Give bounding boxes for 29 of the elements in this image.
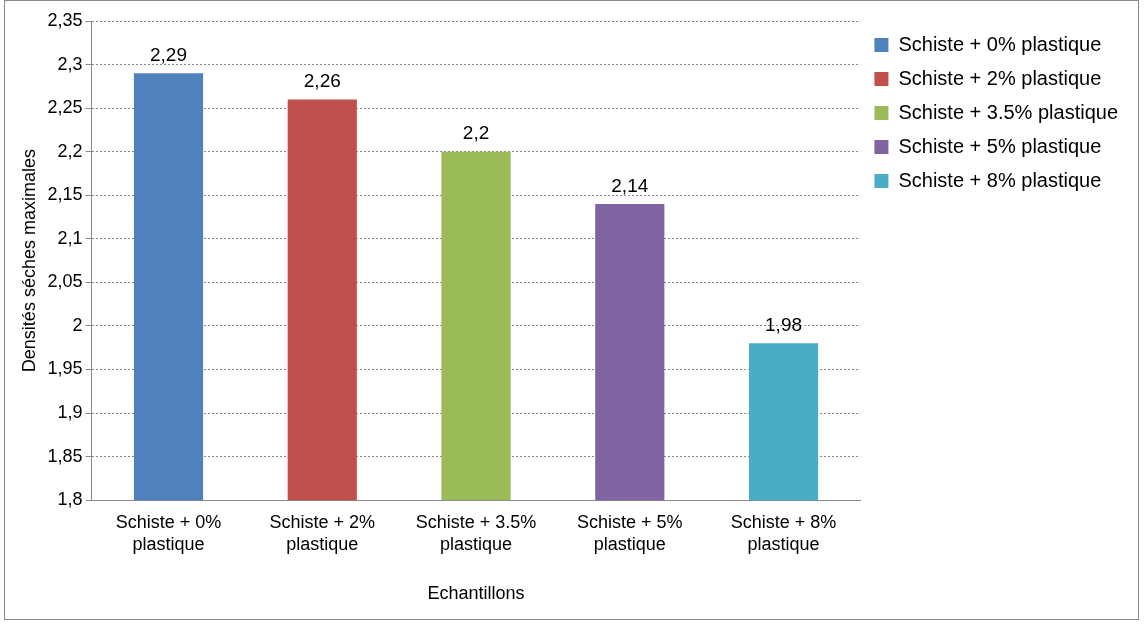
data-label: 1,98 <box>765 314 803 336</box>
y-tick-label: 2,2 <box>57 140 83 161</box>
y-tick-label: 2,15 <box>47 184 83 205</box>
y-tick-label: 1,8 <box>57 489 83 510</box>
x-tick-label: Schiste + 3.5% plastique <box>415 511 537 554</box>
y-tick-label: 2,3 <box>57 53 83 74</box>
x-tick-label: Schiste + 0% plastique <box>115 511 222 554</box>
y-tick-label: 1,9 <box>57 402 83 423</box>
data-label: 2,26 <box>303 70 341 92</box>
y-tick-label: 2,1 <box>57 227 83 248</box>
y-tick-label: 2,25 <box>47 97 83 118</box>
legend-label: Schiste + 5% plastique <box>898 134 1102 157</box>
data-label: 2,29 <box>150 44 187 66</box>
x-tick-label: Schiste + 2% plastique <box>269 511 376 554</box>
y-tick-label: 2,35 <box>47 9 83 30</box>
data-label: 2,14 <box>611 174 649 196</box>
legend-label: Schiste + 3.5% plastique <box>898 100 1119 123</box>
x-tick-label: Schiste + 5% plastique <box>577 511 683 554</box>
y-tick-label: 1,85 <box>47 445 83 466</box>
x-tick-label: Schiste + 8% plastique <box>730 511 837 554</box>
legend-label: Schiste + 0% plastique <box>898 32 1102 55</box>
legend-label: Schiste + 8% plastique <box>898 168 1102 191</box>
x-axis-title: Echantillons <box>427 583 525 604</box>
y-tick-label: 1,95 <box>47 358 83 379</box>
y-axis-title: Densités séches maximales <box>18 149 39 373</box>
y-tick-label: 2 <box>72 314 83 335</box>
y-tick-label: 2,05 <box>47 271 83 292</box>
legend-label: Schiste + 2% plastique <box>898 66 1102 89</box>
data-label: 2,2 <box>462 122 490 144</box>
